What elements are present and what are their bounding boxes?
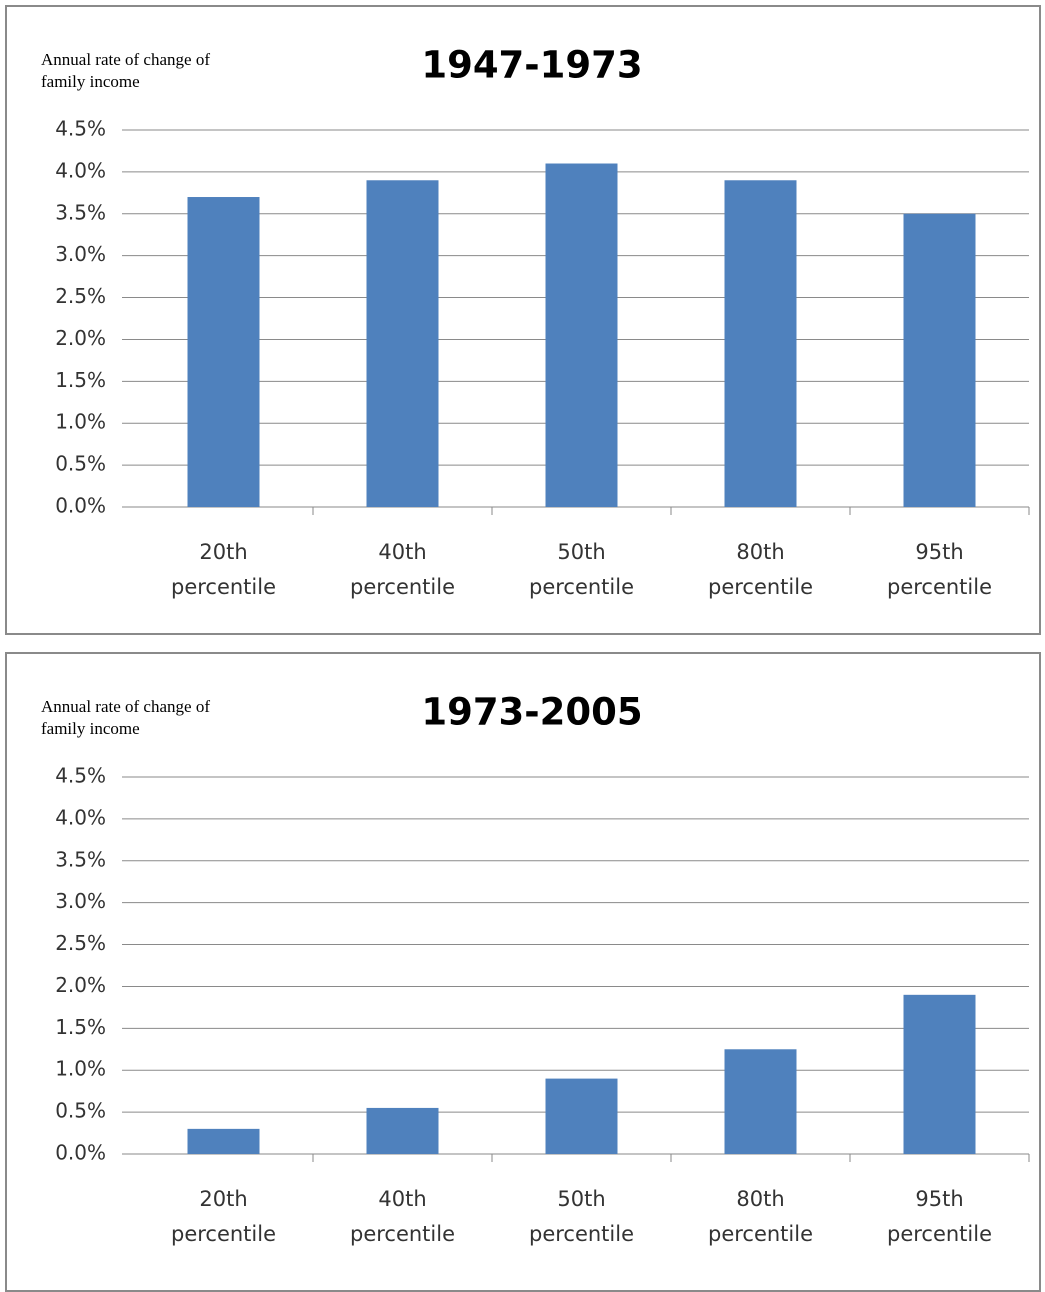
x-tick-label: 80th percentile	[707, 1187, 814, 1246]
y-tick-label: 2.5%	[55, 284, 106, 308]
y-tick-label: 2.5%	[55, 931, 106, 955]
y-tick-label: 3.0%	[55, 889, 106, 913]
y-tick-label: 2.0%	[55, 973, 106, 997]
chart: 1973-2005 0.0% 0.5% 1.0% 1.5% 2.0% 2.5% 3.0% 3.5…	[55, 691, 1030, 1165]
bar	[903, 213, 976, 507]
x-tick-label: 20th percentile	[170, 540, 277, 599]
y-tick-label: 3.5%	[55, 200, 106, 224]
y-axis-label: Annual rate of change of family income	[41, 50, 210, 91]
x-tick-label: 80th percentile	[707, 540, 814, 599]
y-tick-label: 1.0%	[55, 410, 106, 434]
y-axis-label: Annual rate of change of family income	[41, 697, 210, 738]
bar	[366, 1107, 439, 1154]
x-tick-label: 95th percentile	[886, 540, 993, 599]
y-tick-label: 4.0%	[55, 805, 106, 829]
y-tick-label: 0.5%	[55, 452, 106, 476]
bar	[187, 197, 260, 507]
chart-panel: 1947-1973 0.0% 0.5% 1.0% 1.5% 2.0% 2.5% 3.0% 3.5…	[5, 5, 1041, 635]
y-tick-label: 4.5%	[55, 117, 106, 141]
y-tick-label: 4.0%	[55, 158, 106, 182]
y-tick-label: 0.0%	[55, 1141, 106, 1165]
bar	[187, 1128, 260, 1154]
x-tick-label: 20th percentile	[170, 1187, 277, 1246]
y-tick-label: 1.5%	[55, 368, 106, 392]
y-tick-label: 2.0%	[55, 326, 106, 350]
bar	[903, 994, 976, 1154]
bar	[724, 180, 797, 507]
x-tick-label: 50th percentile	[528, 540, 635, 599]
x-tick-label: 40th percentile	[349, 1187, 456, 1246]
chart-title: 1947-1973	[421, 44, 642, 87]
bar	[724, 1049, 797, 1154]
chart-title: 1973-2005	[421, 691, 642, 734]
chart: 1947-1973 0.0% 0.5% 1.0% 1.5% 2.0% 2.5% 3.0% 3.5…	[55, 44, 1030, 518]
x-tick-label: 95th percentile	[886, 1187, 993, 1246]
y-tick-label: 3.5%	[55, 847, 106, 871]
bar	[545, 1078, 618, 1154]
x-tick-label: 40th percentile	[349, 540, 456, 599]
bar	[366, 180, 439, 507]
bar	[545, 163, 618, 507]
y-tick-label: 3.0%	[55, 242, 106, 266]
y-tick-label: 4.5%	[55, 764, 106, 788]
y-tick-label: 1.5%	[55, 1015, 106, 1039]
y-tick-label: 0.5%	[55, 1099, 106, 1123]
y-tick-label: 0.0%	[55, 494, 106, 518]
chart-panel: 1973-2005 0.0% 0.5% 1.0% 1.5% 2.0% 2.5% 3.0% 3.5…	[5, 652, 1041, 1292]
y-tick-label: 1.0%	[55, 1057, 106, 1081]
x-tick-label: 50th percentile	[528, 1187, 635, 1246]
